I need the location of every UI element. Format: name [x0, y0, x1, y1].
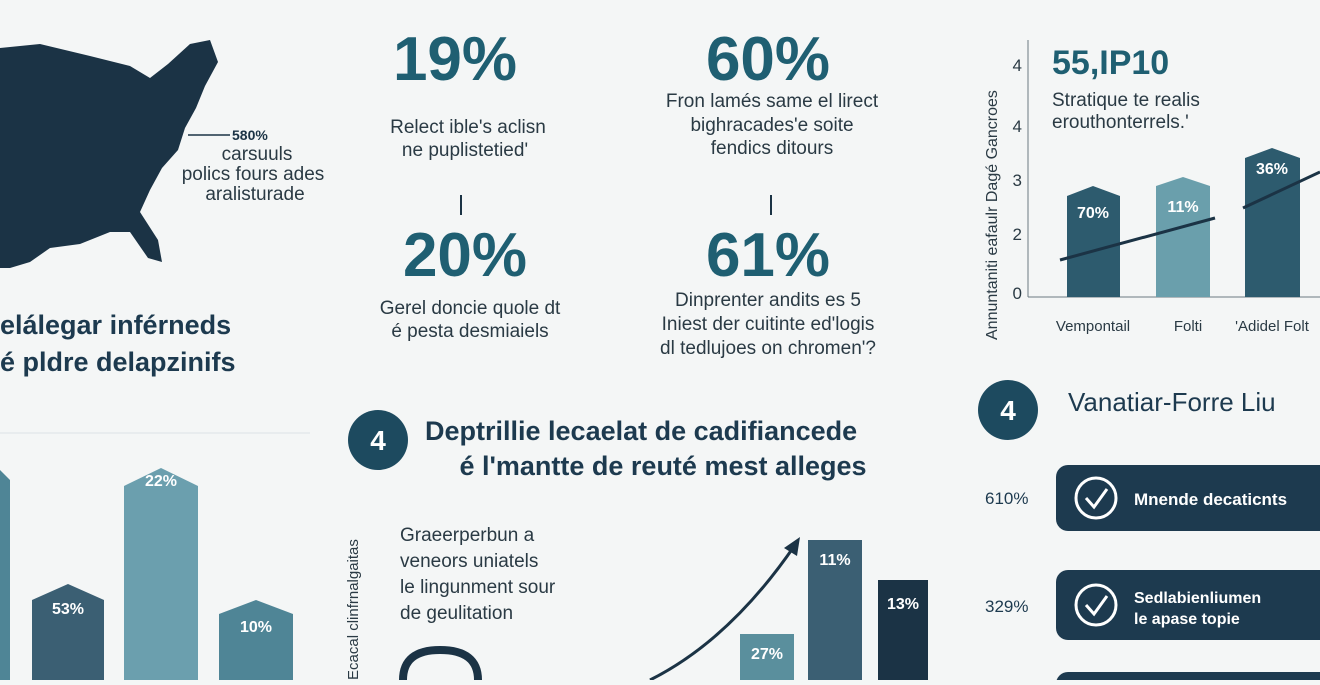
bar: [1245, 148, 1300, 297]
item-text: Mnende decaticnts: [1134, 490, 1287, 509]
arrow-head: [784, 537, 800, 556]
x-tick-label: 'Adidel Folt: [1235, 318, 1310, 335]
section-heading: Vanatiar-Forre Liu: [1068, 387, 1276, 417]
bar-label: 27%: [751, 646, 783, 663]
bar: [740, 634, 794, 680]
stat-value: 60%: [706, 25, 830, 94]
bar-label: 10%: [240, 619, 272, 636]
bar: [219, 600, 293, 680]
stat-text: é pesta desmiaiels: [391, 321, 548, 342]
map-value: 580%: [232, 127, 268, 143]
chart-subtitle: Stratique te realis: [1052, 90, 1200, 111]
step-badge: [348, 410, 408, 470]
bar: [808, 540, 862, 680]
bar-label: 11%: [819, 552, 850, 569]
y-tick-label: 2: [1013, 225, 1022, 244]
bar-label: 53%: [52, 601, 84, 618]
item-text: Sedlabienliumen: [1134, 590, 1261, 607]
list-item: [1056, 570, 1320, 640]
left-heading: é pldre delapzinifs: [0, 347, 236, 377]
check-icon: [1074, 583, 1118, 627]
bar: [32, 584, 104, 680]
bar-label: 36%: [1256, 161, 1288, 178]
y-tick-label: 0: [1013, 284, 1022, 303]
section-heading: é l'mantte de reuté mest alleges: [459, 451, 866, 481]
list-item: [1056, 465, 1320, 531]
stat-text: Dinprenter andits es 5: [675, 290, 861, 311]
body-text: de geulitation: [400, 603, 513, 624]
bar-label: 13%: [887, 596, 919, 613]
item-value: 329%: [985, 597, 1028, 616]
left-heading: elálegar inférneds: [0, 310, 231, 340]
bar: [0, 470, 10, 680]
map-note: carsuuls: [222, 144, 293, 165]
body-text: le lingunment sour: [400, 577, 556, 598]
bar-label: 11%: [1167, 199, 1198, 216]
stat-text: Relect ible's aclisn: [390, 117, 546, 138]
list-item: [1056, 672, 1320, 685]
bar: [878, 580, 928, 680]
bar-label: 70%: [1077, 205, 1109, 222]
section-heading: Deptrillie lecaelat de cadifiancede: [425, 416, 857, 446]
us-map: [0, 40, 218, 268]
body-text: Graeerperbun a: [400, 525, 535, 546]
stat-text: ne puplistetied': [402, 140, 528, 161]
y-tick-label: 4: [1013, 56, 1022, 75]
map-note: polics fours ades: [182, 164, 325, 185]
stat-text: bighracades'e soite: [690, 115, 853, 136]
x-tick-label: Vempontail: [1056, 318, 1130, 335]
chart-subtitle: erouthonterrels.': [1052, 112, 1189, 133]
check-icon: [1084, 488, 1109, 510]
stat-text: fendics ditours: [711, 138, 834, 159]
stat-value: 61%: [706, 221, 830, 290]
body-text: veneors uniatels: [400, 551, 538, 572]
check-icon: [1084, 595, 1109, 617]
chart-title: 55,IP10: [1052, 44, 1169, 82]
vertical-label: Ecacal clinfrnalgaitas: [345, 539, 362, 680]
stat-value: 20%: [403, 221, 527, 290]
ring-icon: [399, 645, 482, 681]
bar: [1067, 186, 1120, 297]
bar: [124, 468, 198, 680]
axis-label: Annuntaniti eafaulr Dagé Gancroes: [984, 90, 1001, 340]
stat-text: Gerel doncie quole dt: [380, 298, 561, 319]
stat-text: Iniest der cuitinte ed'logis: [662, 314, 875, 335]
step-number: 4: [370, 425, 386, 456]
bar: [1156, 177, 1210, 297]
y-tick-label: 3: [1013, 171, 1022, 190]
stat-text: Fron lamés same el lirect: [666, 91, 879, 112]
x-tick-label: Folti: [1174, 318, 1202, 335]
item-value: 610%: [985, 489, 1028, 508]
map-note: aralisturade: [205, 184, 304, 205]
trend-line: [1059, 170, 1320, 262]
step-number: 4: [1000, 395, 1016, 426]
stat-text: dl tedlujoes on chromen'?: [660, 338, 876, 359]
trend-arrow: [649, 544, 797, 682]
step-badge: [978, 380, 1038, 440]
bar-label: 22%: [145, 473, 177, 490]
check-icon: [1074, 476, 1118, 520]
y-tick-label: 4: [1013, 117, 1022, 136]
item-text: le apase topie: [1134, 611, 1240, 628]
stat-value: 19%: [393, 25, 517, 94]
